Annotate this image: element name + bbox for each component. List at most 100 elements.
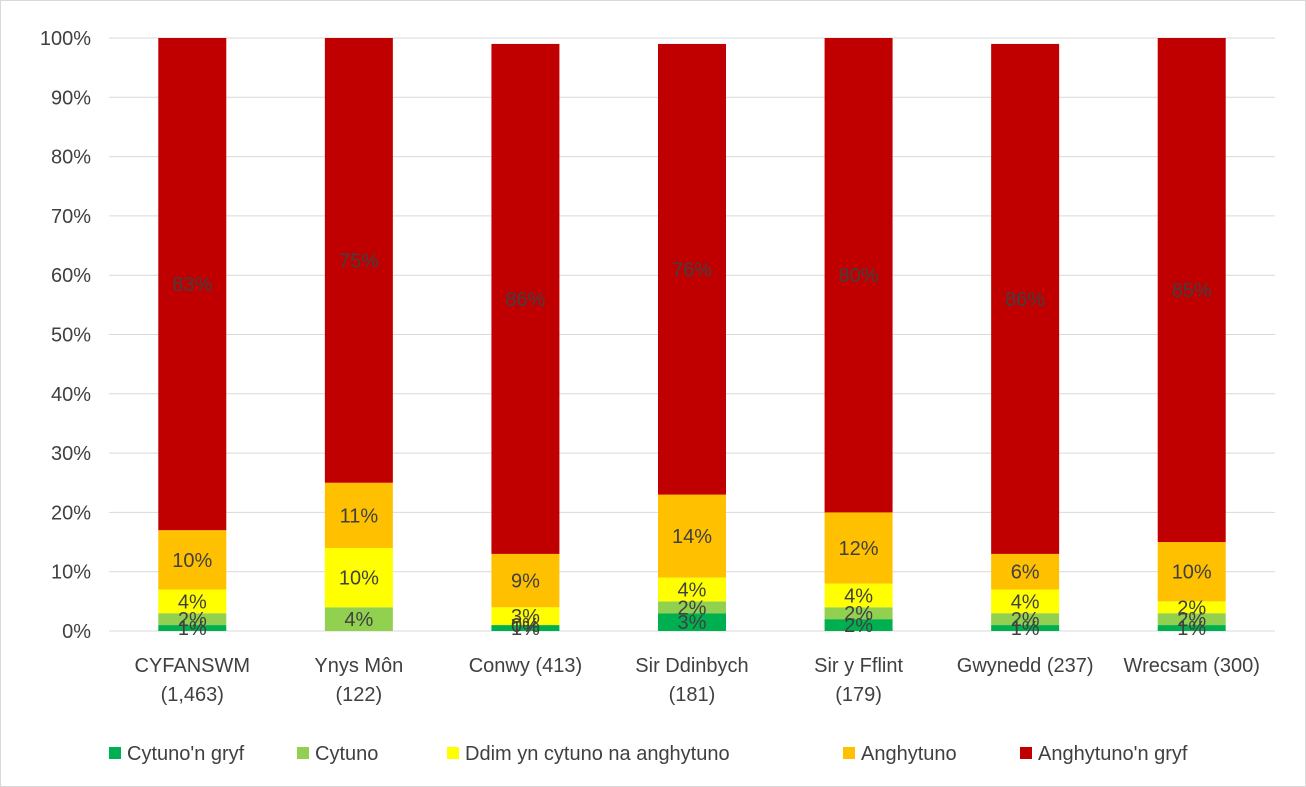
bar-segment [824, 619, 893, 631]
bar-segment [991, 625, 1060, 631]
data-label: 2% [844, 603, 873, 625]
legend-swatch [1020, 747, 1032, 759]
bar-segment [824, 607, 893, 620]
data-labels: 1%2%4%10%83%4%10%11%75%1%0%3%9%86%3%2%4%… [172, 250, 1212, 640]
bar-segment [991, 43, 1060, 554]
data-label: 10% [339, 568, 379, 590]
legend-swatch [447, 747, 459, 759]
data-label: 86% [1005, 289, 1045, 311]
legend-label: Cytuno [315, 743, 378, 765]
data-label: 14% [672, 526, 712, 548]
data-label: 76% [672, 259, 712, 281]
bar-segment [991, 613, 1060, 626]
legend: Cytuno'n gryf Cytuno Ddim yn cytuno na ang… [109, 743, 1188, 765]
y-tick-label: 60% [51, 265, 91, 287]
legend-label: Anghytuno'n gryf [1038, 743, 1188, 765]
data-label: 80% [839, 265, 879, 287]
bar-segment [491, 625, 560, 631]
bar-segment [824, 38, 893, 513]
data-label: 9% [511, 571, 540, 593]
data-label: 1% [178, 618, 207, 640]
legend-swatch [297, 747, 309, 759]
data-label: 86% [505, 289, 545, 311]
data-label: 2% [678, 597, 707, 619]
legend-swatch [843, 747, 855, 759]
bar-segment [991, 589, 1060, 614]
bar-segment [491, 43, 560, 554]
x-category-label: Ynys Môn (122) [314, 655, 403, 706]
y-tick-label: 0% [62, 621, 91, 643]
bar-segment [158, 38, 227, 531]
x-category-label: Gwynedd (237) [957, 655, 1094, 677]
bar-segment [491, 553, 560, 608]
bar-segment [158, 589, 227, 614]
legend-label: Ddim yn cytuno na anghytuno [465, 743, 730, 765]
bar-segment [658, 601, 726, 614]
bar-segment [1157, 601, 1226, 614]
bar-segment [658, 494, 726, 578]
data-label: 3% [678, 612, 707, 634]
data-label: 4% [844, 585, 873, 607]
x-category-label: Wrecsam (300) [1124, 655, 1260, 677]
bar-segment [1157, 542, 1226, 602]
y-tick-label: 100% [40, 28, 91, 50]
data-label: 11% [340, 505, 379, 527]
data-label: 85% [1172, 280, 1212, 302]
bar-segment [324, 607, 393, 631]
bar-segment [658, 577, 726, 602]
data-label: 2% [1177, 609, 1206, 631]
bar-segment [324, 547, 393, 608]
data-label: 4% [344, 609, 373, 631]
bar-segment [658, 613, 726, 631]
data-label: 83% [172, 274, 212, 296]
bar-segment [324, 482, 393, 548]
y-axis-tick-labels: 0% 10% 20% 30% 40% 50% 60% 70% 80% 90% 100% [40, 28, 91, 643]
y-tick-label: 70% [51, 206, 91, 228]
x-category-label: CYFANSWM (1,463) [135, 655, 251, 706]
y-tick-label: 50% [51, 325, 91, 347]
data-label: 2% [178, 609, 207, 631]
x-category-label: Conwy (413) [469, 655, 582, 677]
x-category-label: Sir y Fflint (179) [814, 655, 903, 706]
bar-segment [658, 43, 726, 495]
y-tick-label: 40% [51, 384, 91, 406]
data-label: 6% [1011, 562, 1040, 584]
y-tick-label: 90% [51, 87, 91, 109]
bar-segment [324, 38, 393, 483]
data-label: 75% [339, 250, 379, 272]
data-label: 4% [1011, 591, 1040, 613]
data-label: 1% [1177, 618, 1206, 640]
bar-segment [491, 607, 560, 626]
bar-segment [158, 530, 227, 590]
data-label: 12% [839, 538, 879, 560]
x-category-label: Sir Ddinbych (181) [635, 655, 748, 706]
legend-label: Cytuno'n gryf [127, 743, 245, 765]
data-label: 3% [511, 606, 540, 628]
data-label: 2% [844, 615, 873, 637]
data-label: 10% [172, 550, 212, 572]
y-tick-label: 80% [51, 147, 91, 169]
bars [158, 38, 1226, 631]
data-label: 1% [1011, 618, 1040, 640]
data-label: 4% [178, 591, 207, 613]
bar-segment [824, 512, 893, 584]
y-tick-label: 30% [51, 443, 91, 465]
data-label: 2% [1011, 609, 1040, 631]
bar-segment [824, 583, 893, 608]
bar-segment [1157, 625, 1226, 631]
data-label: 0% [511, 615, 540, 637]
legend-swatch [109, 747, 121, 759]
bar-segment [158, 613, 227, 626]
bar-segment [1157, 613, 1226, 626]
y-tick-label: 10% [51, 562, 91, 584]
bar-segment [991, 553, 1060, 590]
legend-label: Anghytuno [861, 743, 957, 765]
y-tick-label: 20% [51, 502, 91, 524]
bar-segment [158, 625, 227, 631]
data-label: 1% [511, 618, 540, 640]
data-label: 2% [1177, 597, 1206, 619]
data-label: 4% [678, 579, 707, 601]
data-label: 10% [1172, 562, 1212, 584]
